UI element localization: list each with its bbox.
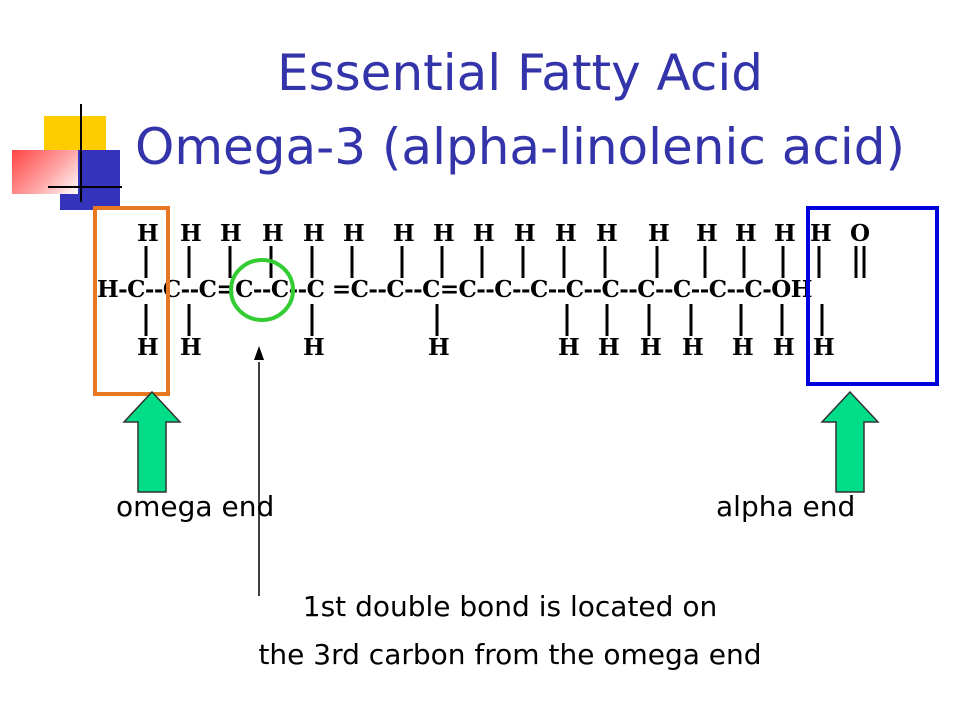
alpha-end-box	[806, 206, 939, 386]
atom-h: H	[773, 334, 795, 361]
double-bond-circle	[229, 258, 295, 322]
atom-h: H	[343, 220, 365, 247]
atom-o: O	[850, 220, 871, 247]
atom-h: H	[514, 220, 536, 247]
atom-h: H	[180, 220, 202, 247]
atom-h: H	[262, 220, 284, 247]
atom-h: H	[303, 334, 325, 361]
atom-h: H	[813, 334, 835, 361]
atom-h: H	[220, 220, 242, 247]
alpha-end-label: alpha end	[716, 490, 856, 523]
omega-up-arrow	[122, 390, 182, 493]
atom-h: H	[682, 334, 704, 361]
atom-h: H	[732, 334, 754, 361]
formula-chain: H-C--C--C=C--C--C =C--C--C=C--C--C--C--C…	[97, 276, 813, 303]
atom-h: H	[696, 220, 718, 247]
deco-horizontal-line	[48, 186, 122, 188]
atom-h: H	[735, 220, 757, 247]
atom-h: H	[180, 334, 202, 361]
atom-h: H	[428, 334, 450, 361]
bottom-bonds	[144, 304, 824, 336]
atom-h: H	[473, 220, 495, 247]
atom-h: H	[810, 220, 832, 247]
atom-h: H	[774, 220, 796, 247]
pointer-arrow-head	[254, 346, 264, 360]
atom-h: H	[558, 334, 580, 361]
deco-vertical-line	[80, 104, 82, 202]
atom-h: H	[640, 334, 662, 361]
atom-h: H	[433, 220, 455, 247]
atom-h: H	[648, 220, 670, 247]
atom-h: H	[555, 220, 577, 247]
atom-h: H	[598, 334, 620, 361]
top-bonds	[144, 246, 866, 278]
atom-h: H	[137, 220, 159, 247]
alpha-up-arrow	[820, 390, 880, 493]
omega-end-box	[93, 206, 170, 396]
atom-h: H	[303, 220, 325, 247]
title-line-1: Essential Fatty Acid	[276, 44, 763, 102]
atom-h: H	[393, 220, 415, 247]
atom-h: H	[596, 220, 618, 247]
annotation-line-2: the 3rd carbon from the omega end	[258, 638, 762, 671]
omega-end-label: omega end	[116, 490, 275, 523]
atom-h: H	[137, 334, 159, 361]
title-line-2: Omega-3 (alpha-linolenic acid)	[134, 118, 906, 176]
annotation-line-1: 1st double bond is located on	[302, 590, 718, 623]
